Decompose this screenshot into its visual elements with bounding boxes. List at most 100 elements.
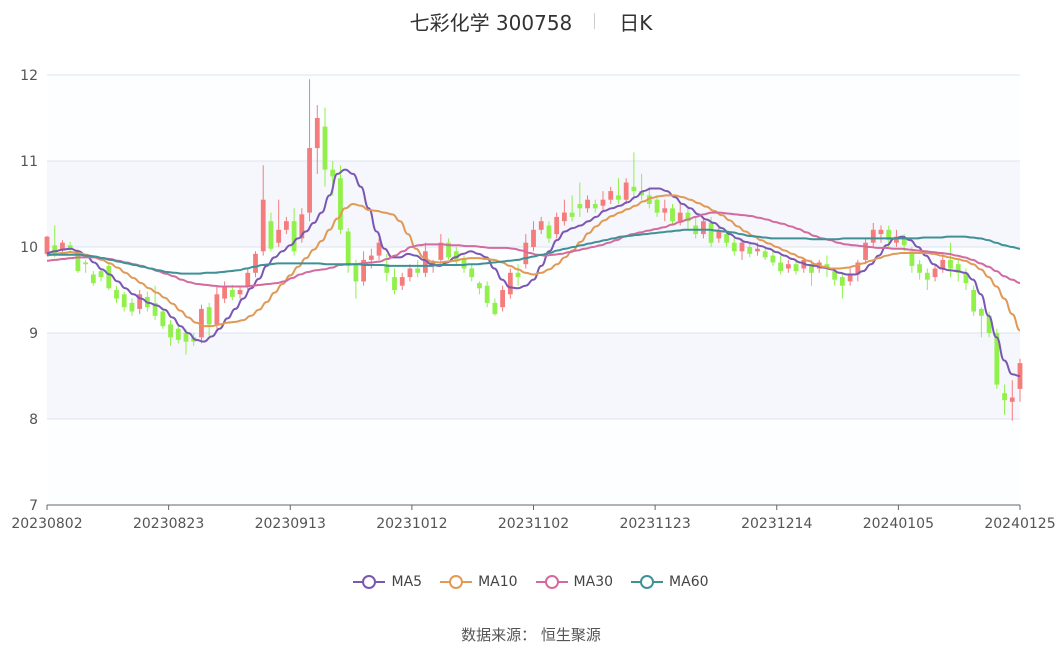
candle-body [639,191,645,196]
legend-item-ma60[interactable]: MA60 [631,574,709,590]
candle-body [592,204,598,209]
candle-body [616,195,621,200]
candle-body [994,333,1000,385]
candle-body [507,272,513,295]
candle-body [307,148,312,213]
candle-body [809,264,814,273]
candle-body [608,191,614,200]
legend-label: MA60 [669,574,709,590]
y-tick-label: 9 [29,326,38,342]
candle-body [863,242,868,260]
candle-body [137,294,143,309]
x-tick-label: 20230823 [133,516,204,532]
candle-body [561,212,567,222]
candle-body [199,308,204,338]
candle-body [245,272,251,286]
candle-body [739,242,745,252]
chart-header: 七彩化学 300758 日K [0,6,1062,36]
candle-body [600,199,606,206]
legend-label: MA30 [573,574,614,590]
candle-body [847,274,853,282]
candle-body [438,242,444,260]
candle-body [839,277,845,286]
candle-body [75,253,81,272]
candle-body [168,324,173,338]
candle-body [747,247,753,254]
y-tick-label: 7 [29,498,38,514]
y-tick-label: 12 [20,68,38,84]
candle-body [515,272,521,278]
candle-body [654,199,660,213]
candle-body [453,251,459,260]
candle-body [283,221,289,230]
candle-body [724,234,729,243]
candle-body [330,169,336,177]
candle-body [855,262,861,275]
legend-swatch [631,575,664,589]
legend-item-ma30[interactable]: MA30 [535,574,614,590]
candle-body [1002,393,1007,401]
legend-label: MA5 [391,574,423,590]
candle-body [268,221,274,249]
band [47,333,1020,419]
candle-body [469,268,475,278]
candle-body [971,290,977,312]
candle-body [978,308,984,316]
candle-body [762,251,768,258]
candle-body [237,290,243,295]
candle-body [955,264,961,273]
candle-body [229,290,235,297]
candle-body [206,307,212,325]
candle-body [291,221,297,252]
data-source: 数据来源： 恒生聚源 [461,626,601,644]
candle-body [662,208,668,213]
candle-body [685,212,691,222]
x-tick-label: 20230802 [11,516,82,532]
candle-body [392,277,397,290]
candle-body [700,221,706,235]
candle-body [484,285,490,303]
candle-body [909,251,915,266]
candle-body [60,242,65,251]
candle-body [129,302,135,312]
candle-body [731,242,737,252]
y-tick-label: 8 [29,412,38,428]
candle-body [477,283,482,289]
candle-body [492,302,498,315]
candle-body [932,268,938,278]
candle-body [222,285,228,299]
legend-item-ma10[interactable]: MA10 [440,574,518,590]
candle-body [778,262,784,272]
candle-body [276,229,282,243]
candle-body [538,221,544,230]
y-tick-label: 11 [20,154,38,170]
candle-body [500,290,506,308]
candle-body [361,259,367,282]
candle-body [407,268,413,278]
legend-label: MA10 [478,574,518,590]
candle-body [986,315,992,333]
legend-item-ma5[interactable]: MA5 [353,574,422,590]
candle-body [585,199,590,209]
candle-body [569,212,575,217]
period-label[interactable]: 日K [619,10,653,35]
candle-body [577,204,583,209]
candle-body [353,264,359,282]
legend-swatch [535,575,568,589]
candle-body [152,302,158,316]
x-tick-label: 20231102 [498,516,569,532]
candle-body [894,236,899,243]
candle-body [963,272,969,284]
x-tick-label: 20231012 [376,516,447,532]
candle-body [44,236,50,254]
candle-body [940,259,946,269]
candle-body [121,294,127,308]
candle-body [67,245,73,250]
candle-body [901,238,907,246]
candle-body [422,251,428,273]
candle-body [114,290,119,299]
candle-body [415,268,421,273]
candle-body [52,245,58,254]
candle-body [345,231,351,266]
candle-body [299,214,305,239]
